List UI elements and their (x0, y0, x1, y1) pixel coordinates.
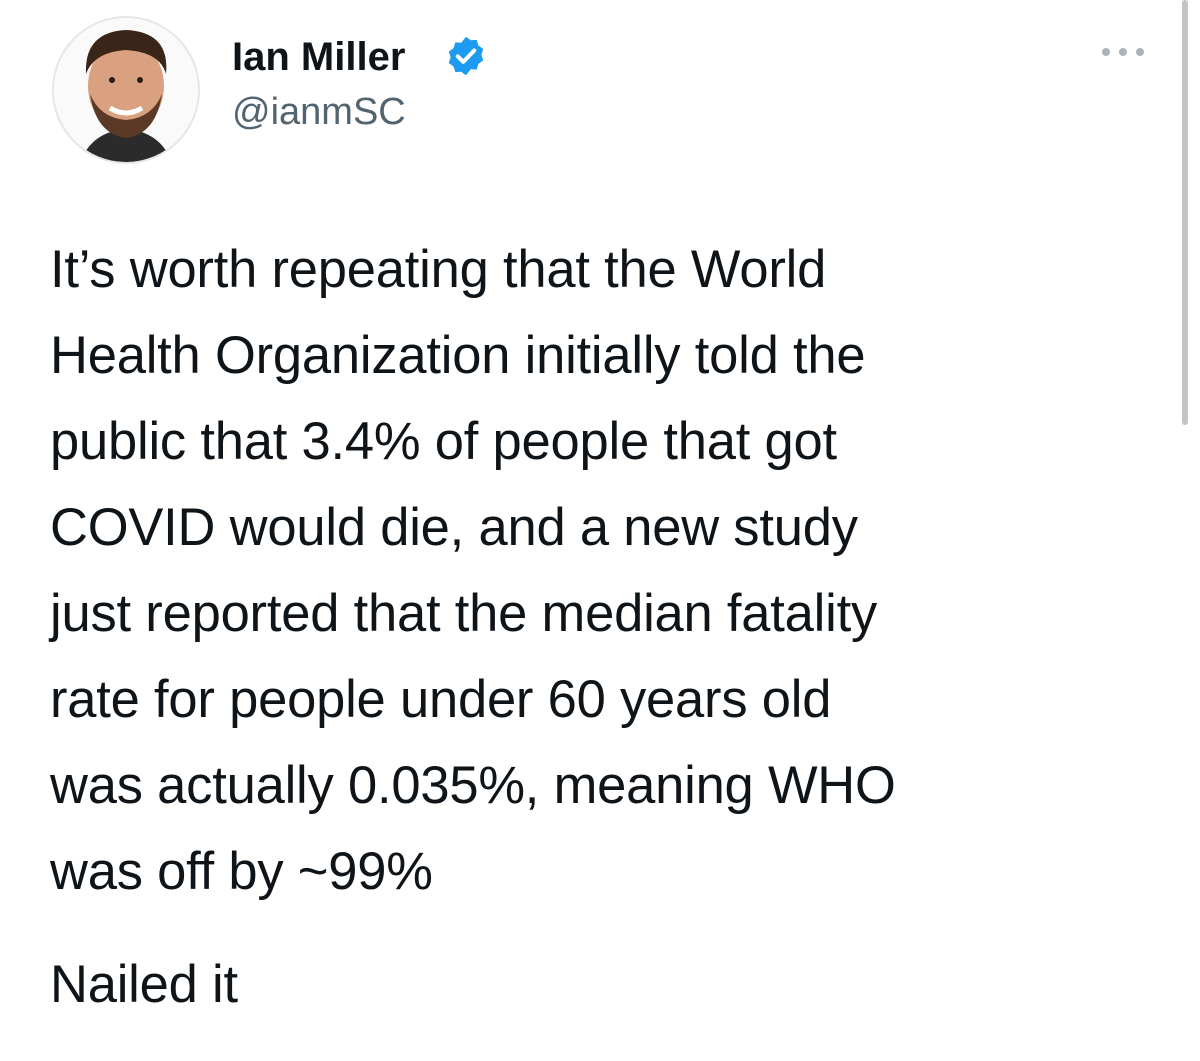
more-menu[interactable] (1098, 42, 1148, 62)
tweet-text-line: public that 3.4% of people that got (50, 412, 837, 471)
tweet-text-line: rate for people under 60 years old (50, 670, 832, 729)
tweet-text-line: Nailed it (50, 955, 238, 1014)
author-name[interactable]: Ian Miller (232, 35, 406, 79)
tweet-text-line: It’s worth repeating that the World (50, 240, 827, 299)
tweet-text-line: Health Organization initially told the (50, 326, 866, 385)
tweet-text-line: COVID would die, and a new study (50, 498, 858, 557)
scrollbar[interactable] (1182, 0, 1188, 425)
tweet-text-line: was actually 0.035%, meaning WHO (50, 756, 896, 815)
tweet-text-line: just reported that the median fatality (50, 584, 878, 643)
author-handle[interactable]: @ianmSC (232, 91, 406, 133)
avatar[interactable] (48, 14, 208, 169)
tweet-text-line: was off by ~99% (50, 842, 433, 901)
verified-badge (448, 36, 484, 76)
